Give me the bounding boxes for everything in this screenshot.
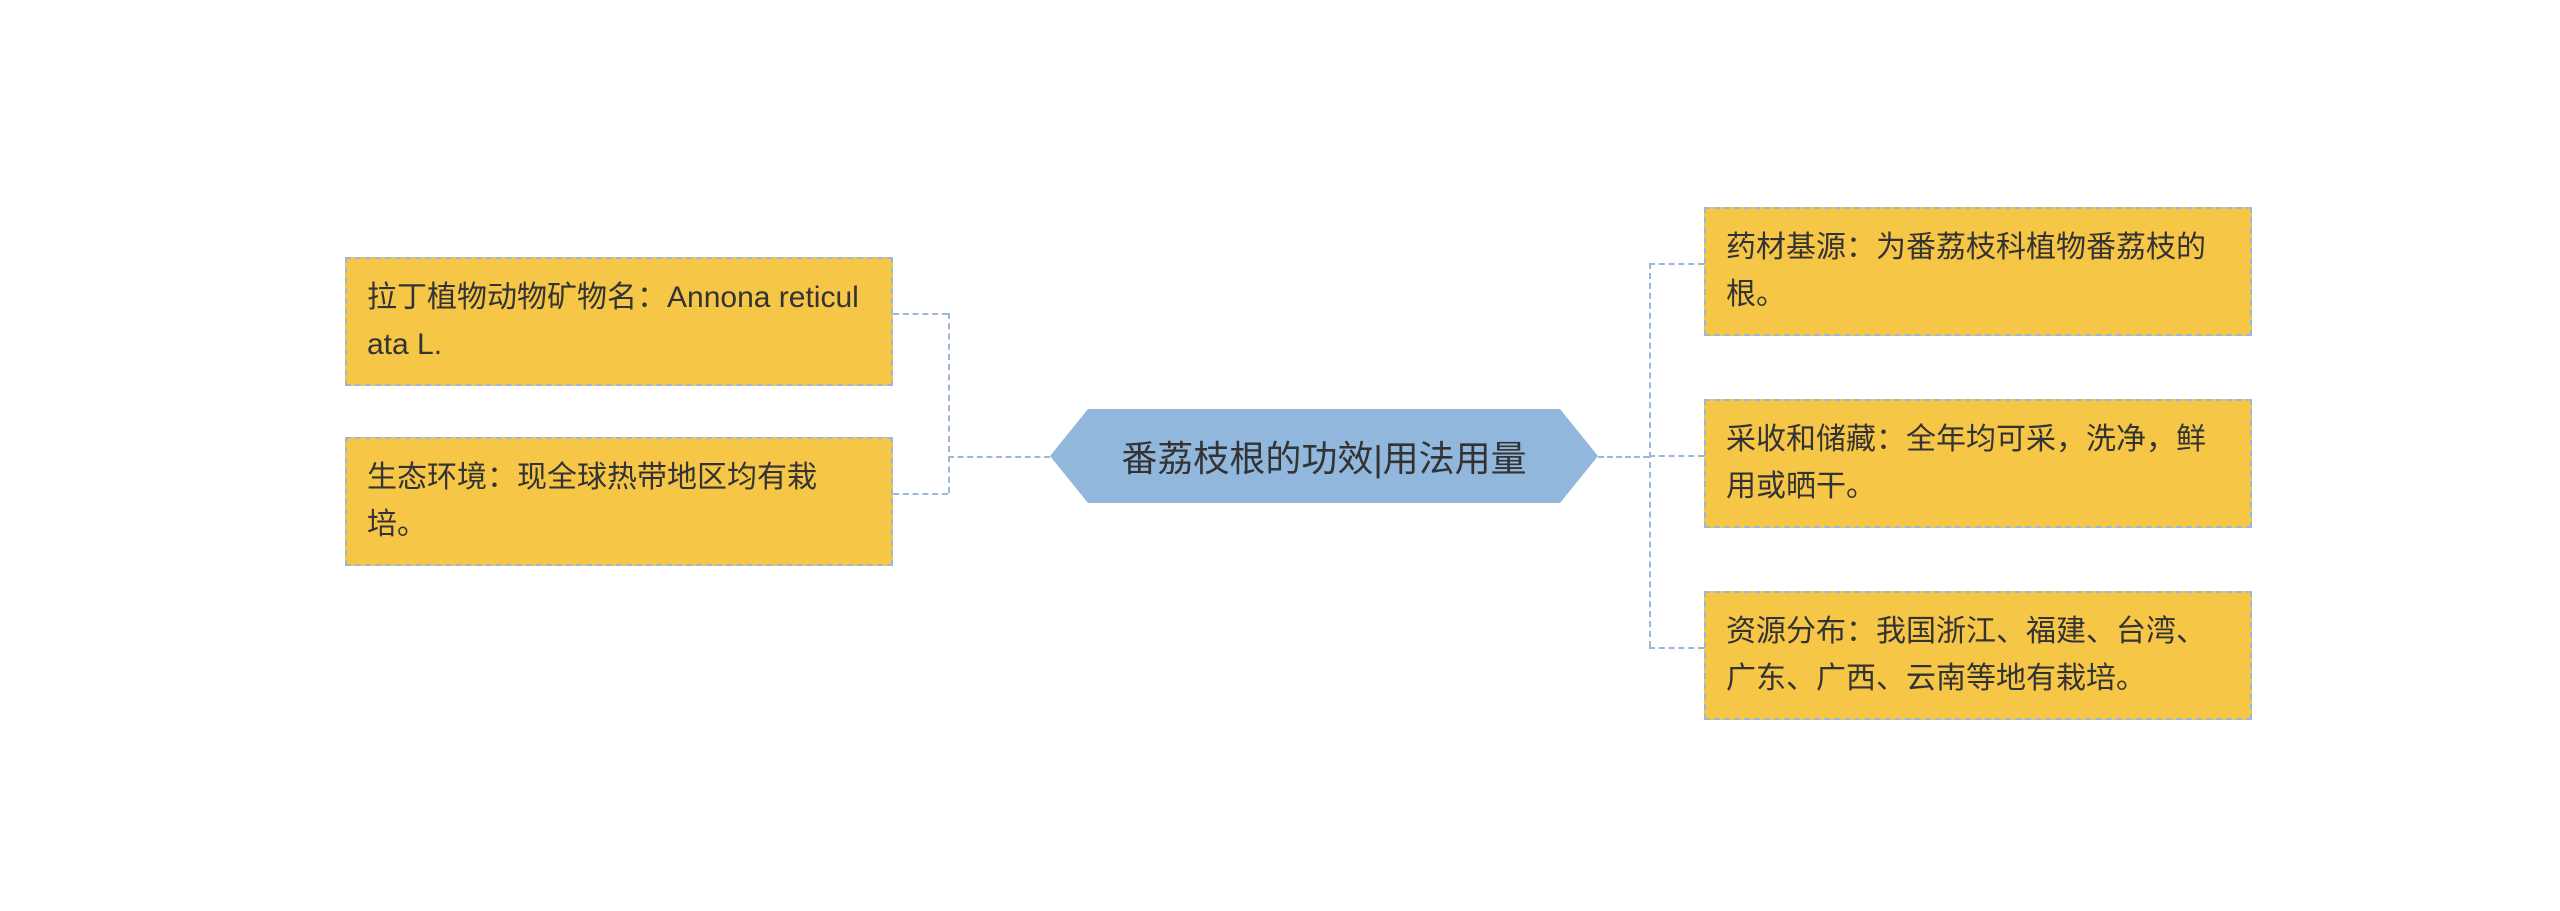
right-node-2-text: 资源分布：我国浙江、福建、台湾、广东、广西、云南等地有栽培。 <box>1726 615 2206 695</box>
right-node-2: 资源分布：我国浙江、福建、台湾、广东、广西、云南等地有栽培。 <box>1704 591 2252 720</box>
left-node-0-text: 拉丁植物动物矿物名：Annona reticulata L. <box>367 281 859 361</box>
conn-right-b2 <box>1649 647 1704 649</box>
central-hex-bg: 番荔枝根的功效|用法用量 <box>1050 409 1598 503</box>
left-node-1: 生态环境：现全球热带地区均有栽培。 <box>345 437 893 566</box>
central-label: 番荔枝根的功效|用法用量 <box>1121 430 1526 482</box>
conn-left-trunk <box>948 456 1050 458</box>
right-node-0: 药材基源：为番荔枝科植物番荔枝的根。 <box>1704 207 2252 336</box>
conn-left-b1 <box>893 493 948 495</box>
right-node-0-text: 药材基源：为番荔枝科植物番荔枝的根。 <box>1726 231 2206 311</box>
conn-left-spine <box>948 313 950 493</box>
conn-right-b0 <box>1649 263 1704 265</box>
conn-right-trunk <box>1598 456 1649 458</box>
central-node: 番荔枝根的功效|用法用量 <box>1050 409 1598 503</box>
left-node-1-text: 生态环境：现全球热带地区均有栽培。 <box>367 461 817 541</box>
conn-right-b1 <box>1649 455 1704 457</box>
conn-left-b0 <box>893 313 948 315</box>
right-node-1-text: 采收和储藏：全年均可采，洗净，鲜用或晒干。 <box>1726 423 2206 503</box>
left-node-0: 拉丁植物动物矿物名：Annona reticulata L. <box>345 257 893 386</box>
right-node-1: 采收和储藏：全年均可采，洗净，鲜用或晒干。 <box>1704 399 2252 528</box>
